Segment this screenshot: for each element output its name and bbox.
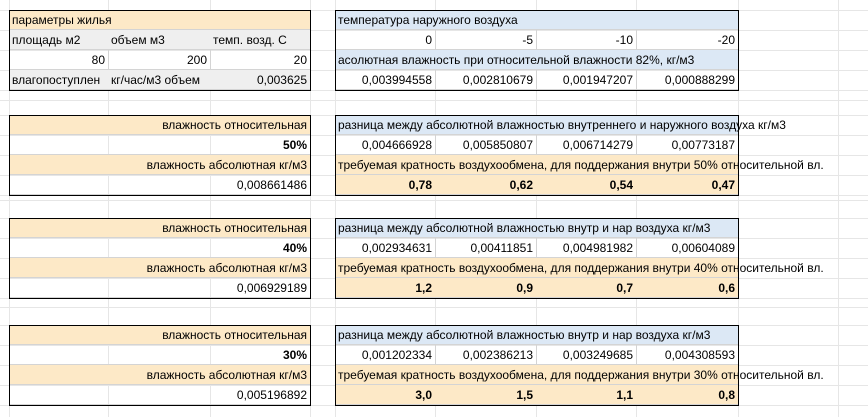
air-exchange-rate-value[interactable]: 0,78 — [335, 175, 436, 195]
air-exchange-rate-value[interactable]: 0,62 — [435, 175, 537, 195]
temp-value[interactable]: -5 — [435, 30, 537, 50]
outdoor-abs-humidity-value[interactable]: 0,002810679 — [435, 70, 537, 90]
humidity-difference-value[interactable]: 0,004981982 — [536, 238, 637, 258]
air-exchange-rate-label[interactable]: требуемая кратность воздухообмена, для п… — [335, 258, 824, 278]
relative-humidity-value[interactable]: 30% — [9, 345, 311, 365]
temperature-label[interactable]: темп. возд. С — [210, 30, 311, 50]
relative-humidity-label[interactable]: влажность относительная — [9, 218, 311, 238]
relative-humidity-label[interactable]: влажность относительная — [9, 325, 311, 345]
humidity-difference-label[interactable]: разница между абсолютной влажностью внут… — [335, 325, 739, 345]
relative-humidity-label[interactable]: влажность относительная — [9, 115, 311, 135]
humidity-difference-value[interactable]: 0,004308593 — [636, 345, 739, 365]
humidity-difference-label[interactable]: разница между абсолютной влажностью внут… — [335, 218, 739, 238]
temp-value[interactable]: -10 — [536, 30, 637, 50]
outdoor-temp-header[interactable]: температура наружного воздуха — [335, 10, 739, 30]
air-exchange-rate-value[interactable]: 0,7 — [536, 278, 637, 298]
absolute-humidity-label[interactable]: влажность абсолютная кг/м3 — [9, 155, 311, 175]
relative-humidity-value[interactable]: 40% — [9, 238, 311, 258]
volume-value[interactable]: 200 — [108, 50, 211, 70]
outdoor-abs-humidity-label[interactable]: асолютная влажность при относительной вл… — [335, 50, 739, 70]
outdoor-abs-humidity-value[interactable]: 0,001947207 — [536, 70, 637, 90]
humidity-difference-value[interactable]: 0,005850807 — [435, 135, 537, 155]
outdoor-abs-humidity-value[interactable]: 0,000888299 — [636, 70, 739, 90]
temp-value[interactable]: 0 — [335, 30, 436, 50]
relative-humidity-value[interactable]: 50% — [9, 135, 311, 155]
area-label[interactable]: площадь м2 — [9, 30, 109, 50]
humidity-difference-value[interactable]: 0,004666928 — [335, 135, 436, 155]
humidity-difference-value[interactable]: 0,002386213 — [435, 345, 537, 365]
air-exchange-rate-label[interactable]: требуемая кратность воздухообмена, для п… — [335, 365, 824, 385]
moisture-unit[interactable]: кг/час/м3 объем — [108, 70, 211, 90]
volume-label[interactable]: объем м3 — [108, 30, 211, 50]
humidity-difference-value[interactable]: 0,00604089 — [636, 238, 739, 258]
area-value[interactable]: 80 — [9, 50, 109, 70]
air-exchange-rate-value[interactable]: 1,2 — [335, 278, 436, 298]
air-exchange-rate-label[interactable]: требуемая кратность воздухообмена, для п… — [335, 155, 824, 175]
air-exchange-rate-value[interactable]: 0,54 — [536, 175, 637, 195]
temperature-value[interactable]: 20 — [210, 50, 311, 70]
absolute-humidity-value[interactable]: 0,005196892 — [9, 385, 311, 405]
humidity-difference-value[interactable]: 0,00411851 — [435, 238, 537, 258]
moisture-label[interactable]: влагопоступлен — [9, 70, 109, 90]
humidity-difference-value[interactable]: 0,006714279 — [536, 135, 637, 155]
air-exchange-rate-value[interactable]: 1,1 — [536, 385, 637, 405]
air-exchange-rate-value[interactable]: 0,47 — [636, 175, 739, 195]
air-exchange-rate-value[interactable]: 0,8 — [636, 385, 739, 405]
temp-value[interactable]: -20 — [636, 30, 739, 50]
housing-params-header[interactable]: параметры жилья — [9, 10, 311, 30]
absolute-humidity-value[interactable]: 0,008661486 — [9, 175, 311, 195]
moisture-value[interactable]: 0,003625 — [210, 70, 311, 90]
humidity-difference-value[interactable]: 0,003249685 — [536, 345, 637, 365]
air-exchange-rate-value[interactable]: 0,9 — [435, 278, 537, 298]
air-exchange-rate-value[interactable]: 0,6 — [636, 278, 739, 298]
humidity-difference-value[interactable]: 0,00773187 — [636, 135, 739, 155]
humidity-difference-label[interactable]: разница между абсолютной влажностью внут… — [335, 115, 786, 135]
humidity-difference-value[interactable]: 0,002934631 — [335, 238, 436, 258]
absolute-humidity-label[interactable]: влажность абсолютная кг/м3 — [9, 365, 311, 385]
absolute-humidity-value[interactable]: 0,006929189 — [9, 278, 311, 298]
air-exchange-rate-value[interactable]: 1,5 — [435, 385, 537, 405]
air-exchange-rate-value[interactable]: 3,0 — [335, 385, 436, 405]
absolute-humidity-label[interactable]: влажность абсолютная кг/м3 — [9, 258, 311, 278]
outdoor-abs-humidity-value[interactable]: 0,003994558 — [335, 70, 436, 90]
humidity-difference-value[interactable]: 0,001202334 — [335, 345, 436, 365]
